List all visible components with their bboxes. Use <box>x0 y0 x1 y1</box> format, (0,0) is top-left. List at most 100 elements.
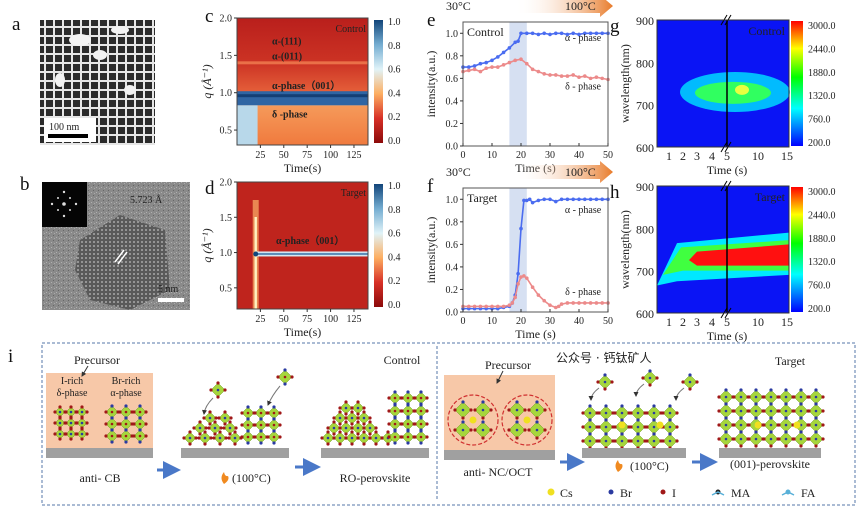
halide-atom <box>668 432 672 436</box>
halide-atom <box>489 408 493 412</box>
data-point <box>501 304 506 309</box>
y-tick-label: 2.0 <box>220 14 233 25</box>
halide-atom <box>219 426 223 430</box>
data-point <box>577 75 581 80</box>
attachment-arrow <box>202 397 214 415</box>
x-axis-label: Time (s) <box>515 327 556 341</box>
halide-atom <box>515 436 519 440</box>
center-atom <box>80 410 84 414</box>
void-region <box>124 85 136 95</box>
x-tick-label: 50 <box>279 314 289 325</box>
halide-atom <box>368 420 372 424</box>
center-atom <box>784 437 788 441</box>
halide-atom <box>400 422 404 426</box>
center-atom <box>724 395 728 399</box>
x-tick-label: 1 <box>666 315 672 329</box>
halide-atom <box>393 390 397 394</box>
center-atom <box>362 416 366 420</box>
data-point <box>525 276 529 280</box>
halide-atom <box>645 411 649 415</box>
halide-atom <box>216 381 220 385</box>
halide-atom <box>53 432 57 436</box>
halide-atom <box>124 428 128 432</box>
center-atom <box>784 409 788 413</box>
halide-atom <box>132 434 136 438</box>
data-point <box>484 304 489 309</box>
step-label-heating: (100°C) <box>630 459 669 473</box>
colorbar-tick-label: 3000.0 <box>808 187 836 198</box>
halide-atom <box>739 430 743 434</box>
halide-atom <box>799 416 803 420</box>
halide-atom <box>240 435 244 439</box>
flame-icon <box>221 472 229 484</box>
data-point <box>571 197 575 202</box>
i-rich-label: I-rich <box>61 376 83 387</box>
precursor-pointer-arrow <box>81 365 89 377</box>
legend-swatch <box>660 489 666 495</box>
halide-atom <box>283 382 287 386</box>
center-atom <box>356 406 360 410</box>
center-atom <box>338 416 342 420</box>
halide-atom <box>645 439 649 443</box>
void-region <box>55 73 65 87</box>
halide-atom <box>338 430 342 434</box>
halide-atom <box>228 432 232 436</box>
colorbar-tick-label: 1320.0 <box>808 91 836 102</box>
center-atom <box>350 416 354 420</box>
halide-atom <box>58 437 62 441</box>
octahedron <box>413 390 429 406</box>
halide-atom <box>69 416 73 420</box>
temperature-end-label: 100°C <box>565 165 596 179</box>
halide-atom <box>188 430 192 434</box>
halide-atom <box>80 427 84 431</box>
octahedron <box>118 404 134 420</box>
halide-atom <box>209 388 213 392</box>
halide-atom <box>543 408 547 412</box>
halide-atom <box>661 439 665 443</box>
y-tick-label: 900 <box>636 180 654 194</box>
halide-atom <box>124 416 128 420</box>
data-point <box>571 73 575 77</box>
halide-atom <box>338 442 342 446</box>
halide-atom <box>85 421 89 425</box>
x-tick-label: 0 <box>461 150 466 161</box>
data-point <box>525 31 529 36</box>
y-axis-label: wavelength(nm) <box>618 44 632 123</box>
center-atom <box>724 423 728 427</box>
center-atom <box>799 409 803 413</box>
heatmap-band-001 <box>237 91 368 106</box>
halide-atom <box>192 426 196 430</box>
center-atom <box>419 435 423 439</box>
octahedron <box>53 416 67 430</box>
halide-atom <box>784 416 788 420</box>
data-point <box>513 58 517 63</box>
data-point <box>478 304 483 309</box>
colorbar-tick-label: 1320.0 <box>808 257 836 268</box>
center-atom <box>246 435 250 439</box>
data-point <box>516 271 520 276</box>
halide-atom <box>425 396 429 400</box>
halide-atom <box>58 416 62 420</box>
heatmap-background <box>237 182 368 309</box>
nanocluster-boundary <box>447 394 499 446</box>
center-atom <box>739 395 743 399</box>
colorbar-tick-label: 0.0 <box>388 300 401 311</box>
halide-atom <box>527 428 531 432</box>
octahedron <box>197 430 213 446</box>
data-point <box>536 198 541 203</box>
halide-atom <box>636 418 640 422</box>
halide-atom <box>253 435 257 439</box>
halide-atom <box>259 441 263 445</box>
halide-atom <box>203 442 207 446</box>
data-point <box>519 31 523 36</box>
halide-atom <box>481 436 485 440</box>
chart-f: Target α - phase δ - phase 0.0 0.2 0.4 0.6 0.8 1… <box>424 161 613 341</box>
y-axis-label: wavelength(nm) <box>618 210 632 289</box>
halide-atom <box>110 428 114 432</box>
octahedron <box>473 420 493 440</box>
panel-label-e: e <box>427 10 435 31</box>
halide-atom <box>732 423 736 427</box>
octahedron <box>217 410 233 426</box>
data-point <box>600 31 604 36</box>
center-atom <box>739 409 743 413</box>
